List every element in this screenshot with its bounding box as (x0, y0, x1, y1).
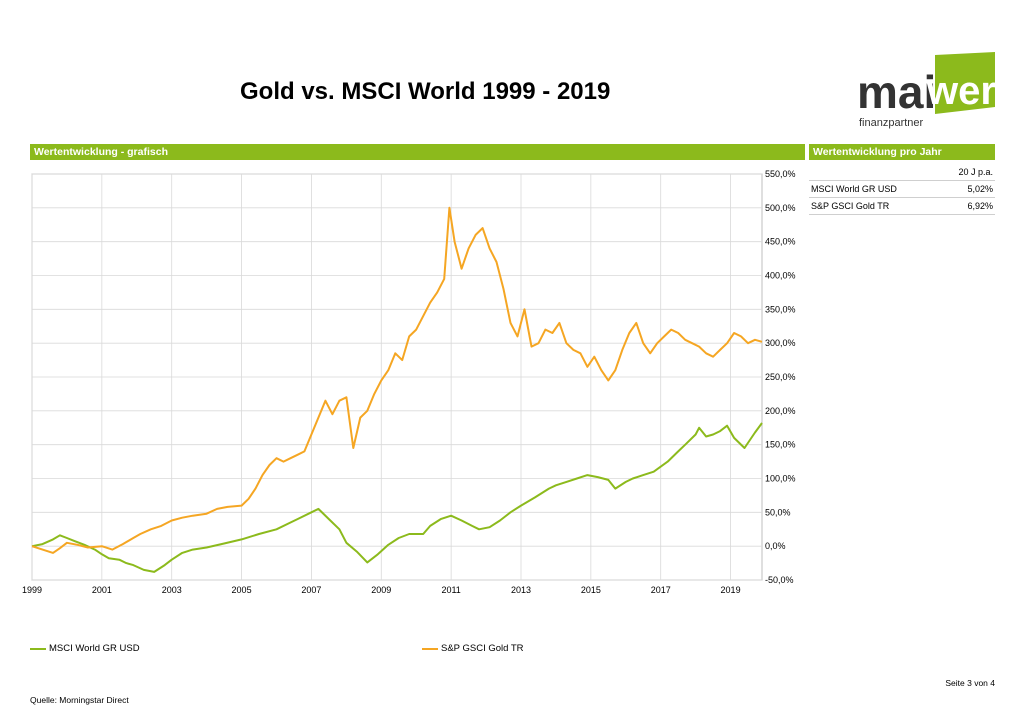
page-number: Seite 3 von 4 (945, 678, 995, 688)
table-header-row: 20 J p.a. (809, 164, 995, 181)
table-header-20y: 20 J p.a. (958, 167, 993, 177)
x-tick-label: 2009 (371, 585, 391, 595)
x-tick-label: 2015 (581, 585, 601, 595)
y-tick-label: 550,0% (765, 169, 796, 179)
x-tick-label: 2013 (511, 585, 531, 595)
y-tick-label: 50,0% (765, 507, 791, 517)
table-row: MSCI World GR USD 5,02% (809, 181, 995, 198)
y-tick-label: 100,0% (765, 474, 796, 484)
source-note: Quelle: Morningstar Direct (30, 695, 129, 705)
logo-mai-text: mai (857, 66, 936, 118)
y-tick-label: -50,0% (765, 575, 794, 585)
legend-item-gold: S&P GSCI Gold TR (422, 643, 524, 654)
table-row-value: 6,92% (967, 201, 993, 211)
legend-label-gold: S&P GSCI Gold TR (441, 643, 524, 654)
x-tick-label: 2017 (651, 585, 671, 595)
x-tick-label: 2001 (92, 585, 112, 595)
x-tick-label: 2003 (162, 585, 182, 595)
table-row-value: 5,02% (967, 184, 993, 194)
section-header-table: Wertentwicklung pro Jahr (809, 144, 995, 160)
performance-table: 20 J p.a. MSCI World GR USD 5,02% S&P GS… (809, 164, 995, 215)
legend-item-msci: MSCI World GR USD (30, 643, 140, 654)
logo-subtitle: finanzpartner (859, 117, 924, 129)
series-line-msci-world (31, 422, 763, 573)
y-tick-label: 500,0% (765, 203, 796, 213)
y-tick-label: 350,0% (765, 304, 796, 314)
y-tick-label: 250,0% (765, 372, 796, 382)
x-tick-label: 1999 (22, 585, 42, 595)
logo-werk-text: werk (926, 69, 995, 113)
y-tick-label: 300,0% (765, 338, 796, 348)
maiwerk-logo: mai werk finanzpartner (857, 52, 995, 129)
y-tick-label: 0,0% (765, 541, 786, 551)
page-title: Gold vs. MSCI World 1999 - 2019 (240, 78, 611, 105)
legend-label-msci: MSCI World GR USD (49, 643, 140, 654)
performance-chart: -50,0% 0,0% 50,0% 100,0% 150,0% 200,0% 250,0% 3… (22, 169, 796, 595)
section-header-chart: Wertentwicklung - grafisch (30, 144, 805, 160)
y-tick-label: 150,0% (765, 440, 796, 450)
x-tick-label: 2011 (441, 585, 460, 595)
series-line-gsci-gold (31, 206, 763, 554)
legend-swatch-gold (422, 647, 438, 650)
x-tick-label: 2005 (232, 585, 252, 595)
y-tick-label: 200,0% (765, 406, 796, 416)
x-tick-label: 2007 (301, 585, 321, 595)
x-tick-label: 2019 (721, 585, 741, 595)
y-tick-label: 400,0% (765, 271, 796, 281)
table-row: S&P GSCI Gold TR 6,92% (809, 198, 995, 215)
table-row-label: S&P GSCI Gold TR (811, 201, 890, 211)
legend-swatch-msci (30, 647, 46, 650)
y-tick-label: 450,0% (765, 237, 796, 247)
table-row-label: MSCI World GR USD (811, 184, 897, 194)
